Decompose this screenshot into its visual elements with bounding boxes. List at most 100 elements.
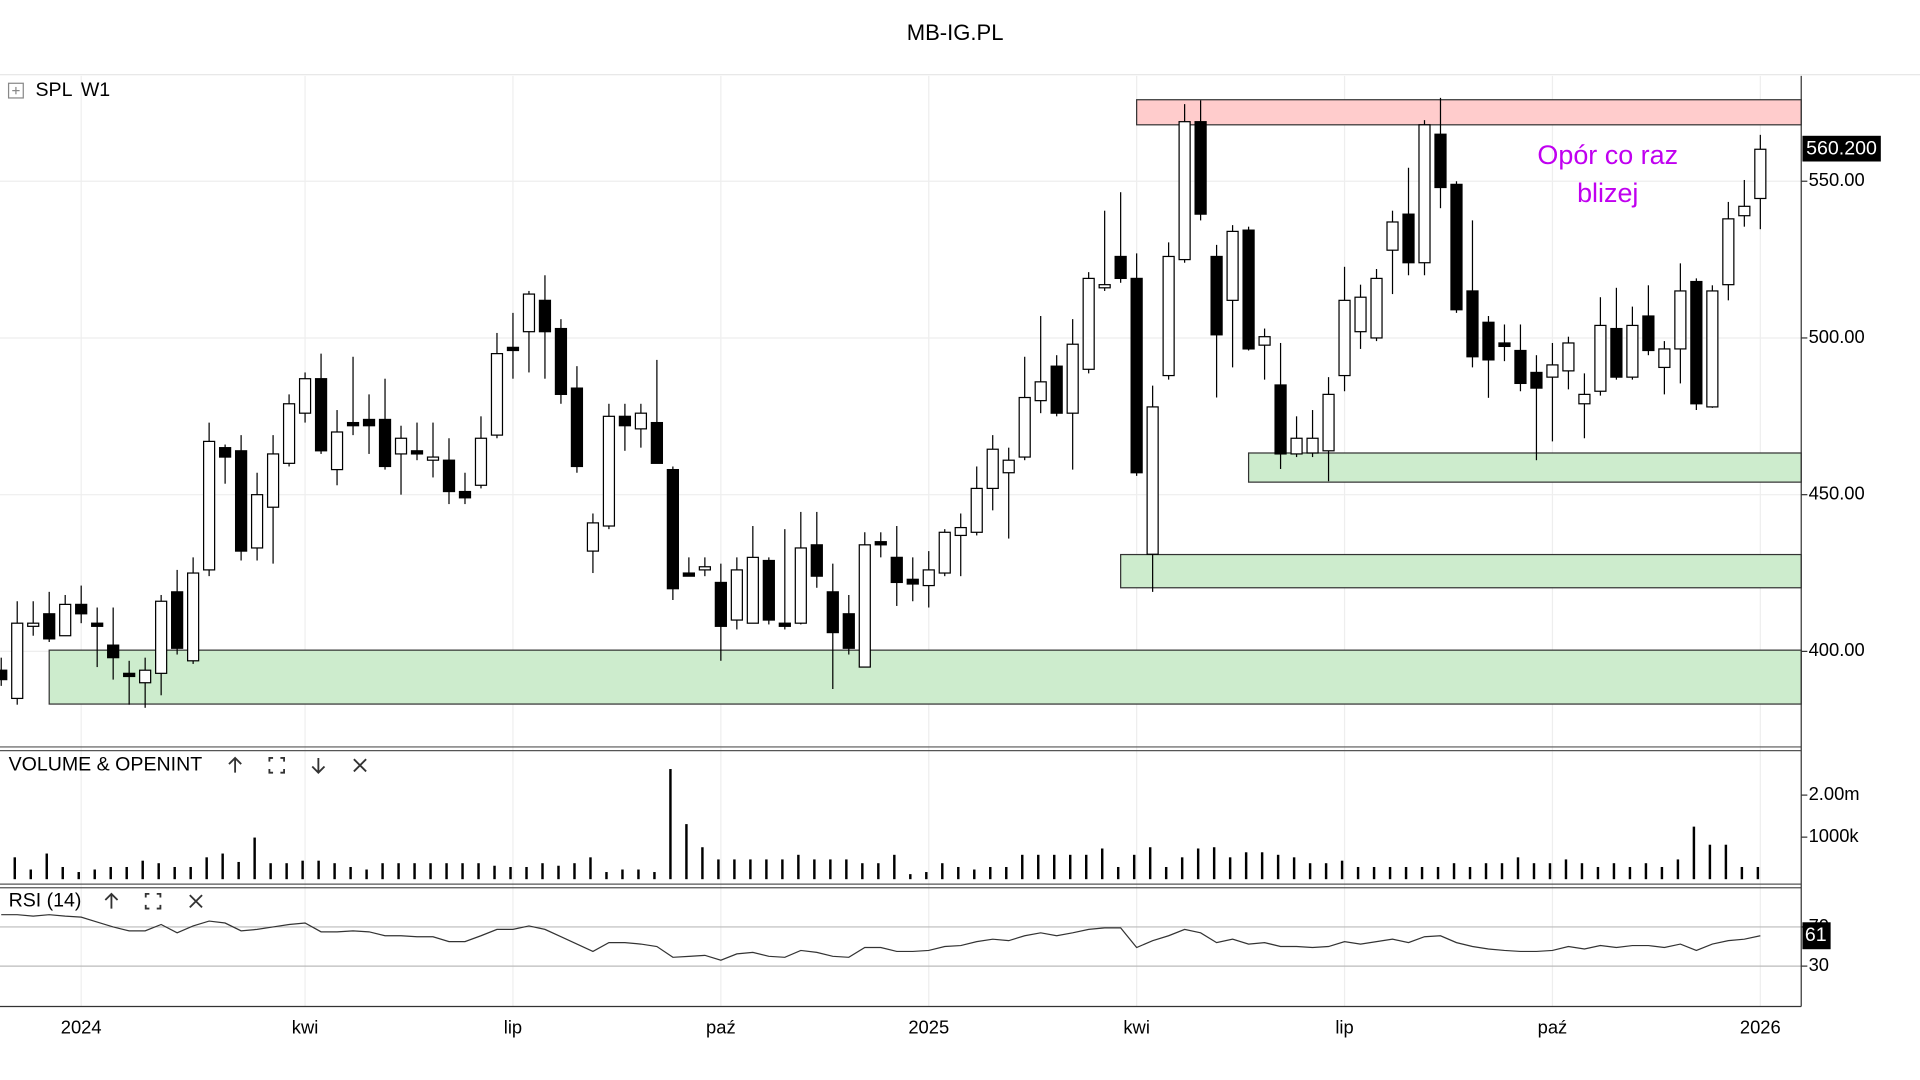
volume-bar — [1628, 866, 1632, 880]
volume-bar — [1260, 852, 1264, 880]
candle-body — [1210, 255, 1223, 336]
candle-body — [554, 327, 568, 395]
volume-bar — [61, 866, 64, 880]
candle-body — [906, 578, 919, 585]
volume-bar — [1005, 866, 1008, 880]
candle-body — [1322, 393, 1335, 452]
candle-body — [107, 644, 120, 659]
volume-bar — [1452, 863, 1456, 880]
volume-bar — [1692, 826, 1696, 880]
candle-body — [1402, 213, 1415, 264]
volume-bar — [925, 872, 928, 880]
candle-body — [1034, 381, 1047, 402]
candle-body — [1674, 290, 1687, 350]
candle-body — [59, 603, 72, 637]
candle-body — [922, 569, 935, 587]
volume-bar — [1292, 857, 1296, 880]
close-icon[interactable] — [189, 894, 203, 908]
volume-bar — [621, 869, 624, 880]
candle-body — [1754, 148, 1767, 200]
candle-body — [602, 415, 616, 527]
move-down-icon[interactable] — [311, 757, 326, 774]
volume-bar — [1180, 857, 1184, 880]
maximize-icon[interactable] — [144, 892, 162, 910]
zone — [1247, 452, 1802, 483]
candle-body — [1130, 277, 1143, 474]
candle-body — [1690, 280, 1703, 405]
candle-body — [234, 450, 248, 552]
zone — [1136, 99, 1802, 126]
volume-bar — [381, 863, 384, 880]
volume-bar — [1084, 854, 1088, 880]
volume-bar — [749, 859, 752, 880]
maximize-icon[interactable] — [268, 757, 285, 774]
volume-bar — [541, 863, 544, 880]
candle-body — [1226, 230, 1239, 301]
rsi-line — [1, 914, 1761, 961]
volume-bar — [1500, 863, 1504, 880]
volume-bar — [29, 869, 32, 880]
x-tick-label: kwi — [292, 1016, 319, 1037]
candle-body — [858, 544, 871, 668]
labels: 2024 kwi lip paź 2025 kwi lip paź 2026 400.00 450.… — [61, 135, 1881, 1037]
volume-bar — [1548, 863, 1552, 880]
candle-body — [730, 569, 743, 621]
candle-body — [1114, 255, 1127, 280]
x-tick-label: lip — [1335, 1016, 1353, 1037]
volume-pane — [13, 769, 1760, 880]
candle-body — [1610, 327, 1623, 378]
volume-bar — [397, 863, 400, 880]
volume-bar — [269, 863, 272, 880]
candle-body — [1706, 290, 1719, 408]
last-price-box — [1802, 135, 1881, 162]
candle-body — [378, 418, 392, 468]
volume-bar — [301, 860, 304, 880]
volume-bar — [1644, 863, 1648, 880]
move-up-icon[interactable] — [104, 892, 119, 909]
annotation: blizej — [1577, 178, 1638, 208]
candle-body — [970, 487, 983, 533]
move-up-icon[interactable] — [228, 756, 242, 773]
annotation: Opór co raz — [1537, 140, 1678, 170]
volume-bar — [685, 824, 688, 880]
volume-bar — [333, 863, 336, 880]
candle-body — [1242, 229, 1255, 350]
volume-bar — [1356, 866, 1360, 880]
volume-bar — [1756, 866, 1760, 880]
volume-bar — [717, 859, 720, 880]
candle-body — [171, 591, 184, 649]
candle-body — [123, 672, 136, 678]
volume-bar — [1564, 859, 1568, 880]
volume-bar — [1740, 866, 1744, 880]
volume-bar — [349, 866, 352, 880]
volume-bar — [989, 866, 992, 880]
candle-body — [618, 415, 632, 427]
candle-body — [43, 613, 56, 640]
candle-body — [874, 541, 887, 546]
candle-body — [1178, 121, 1191, 261]
volume-bar — [1612, 863, 1616, 880]
expand-icon[interactable] — [7, 82, 24, 99]
candle-body — [314, 378, 328, 452]
volume-bar — [525, 866, 528, 880]
candle-body — [474, 437, 488, 486]
volume-bar — [877, 863, 880, 880]
candle-body — [1274, 384, 1287, 455]
candle-body — [1626, 324, 1639, 378]
candle-body — [1722, 218, 1735, 286]
x-tick-label: kwi — [1123, 1016, 1150, 1037]
volume-bar — [13, 857, 16, 880]
volume-bar — [637, 869, 640, 880]
volume-bar — [413, 863, 416, 880]
volume-bar — [1404, 866, 1408, 880]
candle-body — [1738, 205, 1751, 217]
volume-bar — [829, 859, 832, 880]
candle-body — [1642, 315, 1655, 352]
close-icon[interactable] — [353, 758, 367, 773]
volume-bar — [477, 863, 480, 880]
y-tick-label: 550.00 — [1809, 169, 1865, 190]
volume-bar — [861, 863, 864, 880]
candle-body — [1258, 336, 1271, 346]
candle-body — [394, 437, 408, 455]
volume-bar — [1132, 854, 1136, 880]
